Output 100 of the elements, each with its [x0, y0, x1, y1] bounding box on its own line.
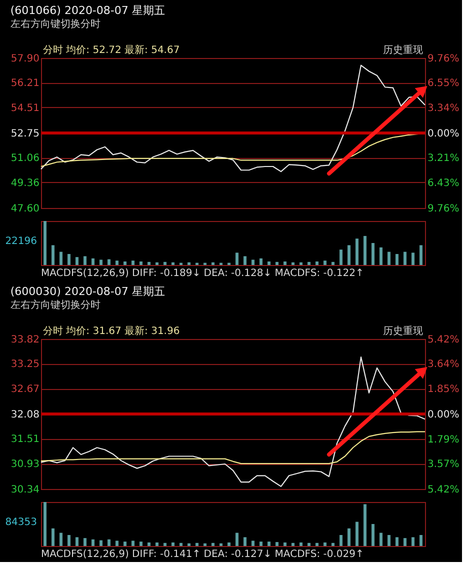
bar [260, 542, 262, 546]
bar [212, 542, 214, 546]
bar [124, 542, 126, 546]
y2-tick-label: 6.43% [428, 178, 460, 189]
y2-tick-label: 3.34% [428, 102, 460, 114]
y2-tick-label: 9.76% [428, 204, 460, 214]
bar [332, 542, 334, 546]
bar [44, 502, 46, 546]
y-tick-label: 33.82 [10, 334, 40, 346]
text: 分时 均价: 52.72 最新: 54.67 [43, 44, 180, 56]
bar [212, 262, 214, 265]
y-tick-label: 51.06 [10, 153, 40, 164]
bar [148, 262, 150, 265]
bar [356, 522, 358, 546]
bar [420, 245, 422, 265]
bar [68, 254, 70, 265]
text: 历史重现 [383, 44, 423, 56]
bar [348, 245, 350, 265]
bar [124, 261, 126, 265]
line-series [40, 64, 426, 172]
bar [76, 257, 78, 265]
bar [140, 261, 142, 265]
bar [268, 261, 270, 265]
bar [92, 258, 94, 265]
bar [388, 535, 390, 546]
bar [228, 542, 230, 546]
y-tick-label: 56.21 [10, 78, 40, 90]
y2-tick-label: 9.76% [428, 54, 460, 64]
y2-tick-label: 3.57% [428, 458, 460, 470]
line-series [40, 431, 426, 464]
bar [188, 543, 190, 546]
bar [244, 256, 246, 265]
bar [252, 540, 254, 546]
bar [188, 262, 190, 265]
bar [364, 504, 366, 546]
text: MACDFS(12,26,9) DIFF: -0.189↓ DEA: -0.128↓ MACDFS: -0.122↑ [41, 268, 364, 279]
bar [396, 537, 398, 546]
bar [84, 256, 86, 265]
bar [316, 261, 318, 265]
bar [236, 252, 238, 265]
bar [108, 539, 110, 546]
bar [284, 542, 286, 546]
bar [412, 537, 414, 546]
bar [356, 238, 358, 265]
bar [132, 260, 134, 265]
bar [140, 542, 142, 546]
bar [292, 262, 294, 265]
bar [404, 538, 406, 546]
bar [284, 261, 286, 265]
bar [276, 262, 278, 265]
chart-title: (601066) 2020-08-07 星期五 [10, 4, 165, 17]
bar [300, 262, 302, 265]
y2-tick-label: 5.42% [428, 484, 460, 496]
bar [68, 535, 70, 546]
y-tick-label: 31.51 [10, 434, 40, 446]
bar [92, 539, 94, 546]
bar [308, 542, 310, 546]
bar [172, 542, 174, 546]
y-tick-label: 47.60 [10, 204, 40, 214]
bar [340, 250, 342, 265]
bar [52, 528, 54, 546]
bar [412, 252, 414, 265]
y-tick-label: 30.34 [10, 484, 40, 496]
bar [116, 540, 118, 546]
bar [404, 252, 406, 265]
bar [244, 537, 246, 546]
bar [196, 542, 198, 546]
bar [116, 260, 118, 265]
bar [380, 532, 382, 546]
bar [204, 543, 206, 546]
bar [292, 542, 294, 546]
y2-tick-label: 1.85% [428, 384, 460, 395]
bar [388, 252, 390, 265]
y2-tick-label: 1.79% [428, 434, 460, 446]
bar [324, 260, 326, 265]
bar [180, 542, 182, 546]
text: 历史重现 [383, 325, 423, 337]
bar [100, 540, 102, 546]
bar [260, 258, 262, 265]
y-tick-label: 49.36 [10, 178, 40, 189]
line-series [40, 356, 426, 487]
bar [156, 542, 158, 546]
bar [148, 542, 150, 546]
y-tick-label: 32.67 [10, 384, 40, 396]
y-tick-label: 54.51 [10, 102, 40, 114]
bar [252, 260, 254, 265]
bar [44, 221, 46, 265]
bar [348, 528, 350, 546]
y2-tick-label: 0.00% [428, 410, 460, 420]
y2-tick-label: 3.64% [428, 359, 460, 370]
bar [420, 535, 422, 546]
y-tick-label: 30.93 [10, 459, 40, 470]
bar [372, 524, 374, 546]
bar [132, 540, 134, 546]
y2-tick-label: 6.55% [428, 78, 460, 90]
bar [164, 262, 166, 265]
bar [372, 243, 374, 265]
bar [156, 262, 158, 265]
y-tick-label: 57.90 [10, 54, 40, 64]
text: 分时 均价: 31.67 最新: 31.96 [43, 325, 180, 337]
